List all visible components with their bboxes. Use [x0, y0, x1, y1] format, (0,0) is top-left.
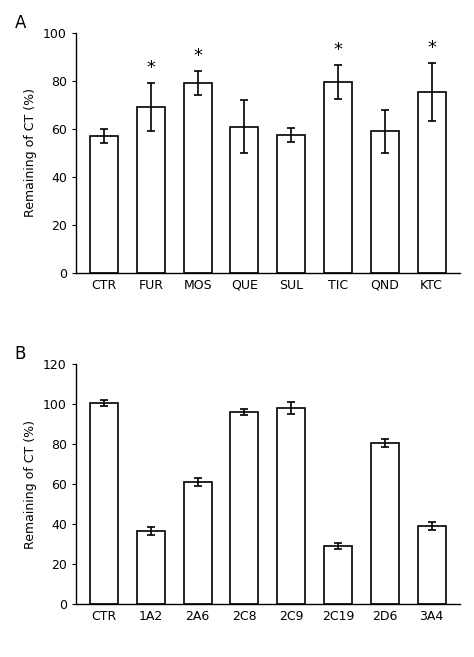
Bar [90, 403, 118, 604]
Bar [324, 547, 352, 604]
Text: *: * [334, 41, 343, 59]
Bar [183, 83, 211, 273]
Bar [137, 107, 165, 273]
Bar [183, 482, 211, 604]
Bar [230, 127, 258, 273]
Text: *: * [427, 39, 436, 57]
Bar [371, 443, 399, 604]
Bar [137, 532, 165, 604]
Y-axis label: Remaining of CT (%): Remaining of CT (%) [24, 420, 37, 549]
Bar [230, 413, 258, 604]
Text: B: B [14, 345, 26, 363]
Bar [277, 408, 305, 604]
Y-axis label: Remaining of CT (%): Remaining of CT (%) [24, 89, 37, 217]
Bar [418, 92, 446, 273]
Bar [324, 82, 352, 273]
Bar [277, 135, 305, 273]
Text: *: * [146, 59, 155, 78]
Bar [90, 136, 118, 273]
Bar [418, 526, 446, 604]
Text: *: * [193, 47, 202, 65]
Bar [371, 131, 399, 273]
Text: A: A [14, 14, 26, 32]
